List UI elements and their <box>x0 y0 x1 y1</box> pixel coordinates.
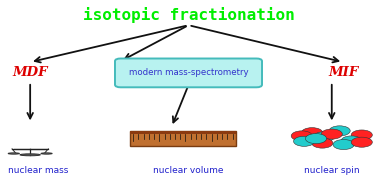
Circle shape <box>302 128 323 138</box>
FancyBboxPatch shape <box>115 58 262 87</box>
Ellipse shape <box>20 154 40 156</box>
Text: MIF: MIF <box>328 66 358 78</box>
FancyBboxPatch shape <box>130 130 236 134</box>
Circle shape <box>291 131 312 141</box>
Circle shape <box>341 136 362 146</box>
Circle shape <box>329 126 350 136</box>
FancyBboxPatch shape <box>130 130 236 146</box>
Circle shape <box>305 134 326 144</box>
Text: modern mass-spectrometry: modern mass-spectrometry <box>129 68 248 77</box>
Ellipse shape <box>41 153 52 154</box>
Circle shape <box>313 132 334 142</box>
Circle shape <box>321 129 342 139</box>
Circle shape <box>351 130 372 140</box>
Ellipse shape <box>8 153 20 154</box>
Circle shape <box>333 140 354 150</box>
Text: nuclear spin: nuclear spin <box>304 166 360 175</box>
Circle shape <box>312 138 333 148</box>
Circle shape <box>351 137 372 147</box>
Text: isotopic fractionation: isotopic fractionation <box>83 7 294 23</box>
Text: MDF: MDF <box>12 66 48 78</box>
Text: nuclear volume: nuclear volume <box>153 166 224 175</box>
Circle shape <box>294 136 315 146</box>
Text: nuclear mass: nuclear mass <box>8 166 68 175</box>
